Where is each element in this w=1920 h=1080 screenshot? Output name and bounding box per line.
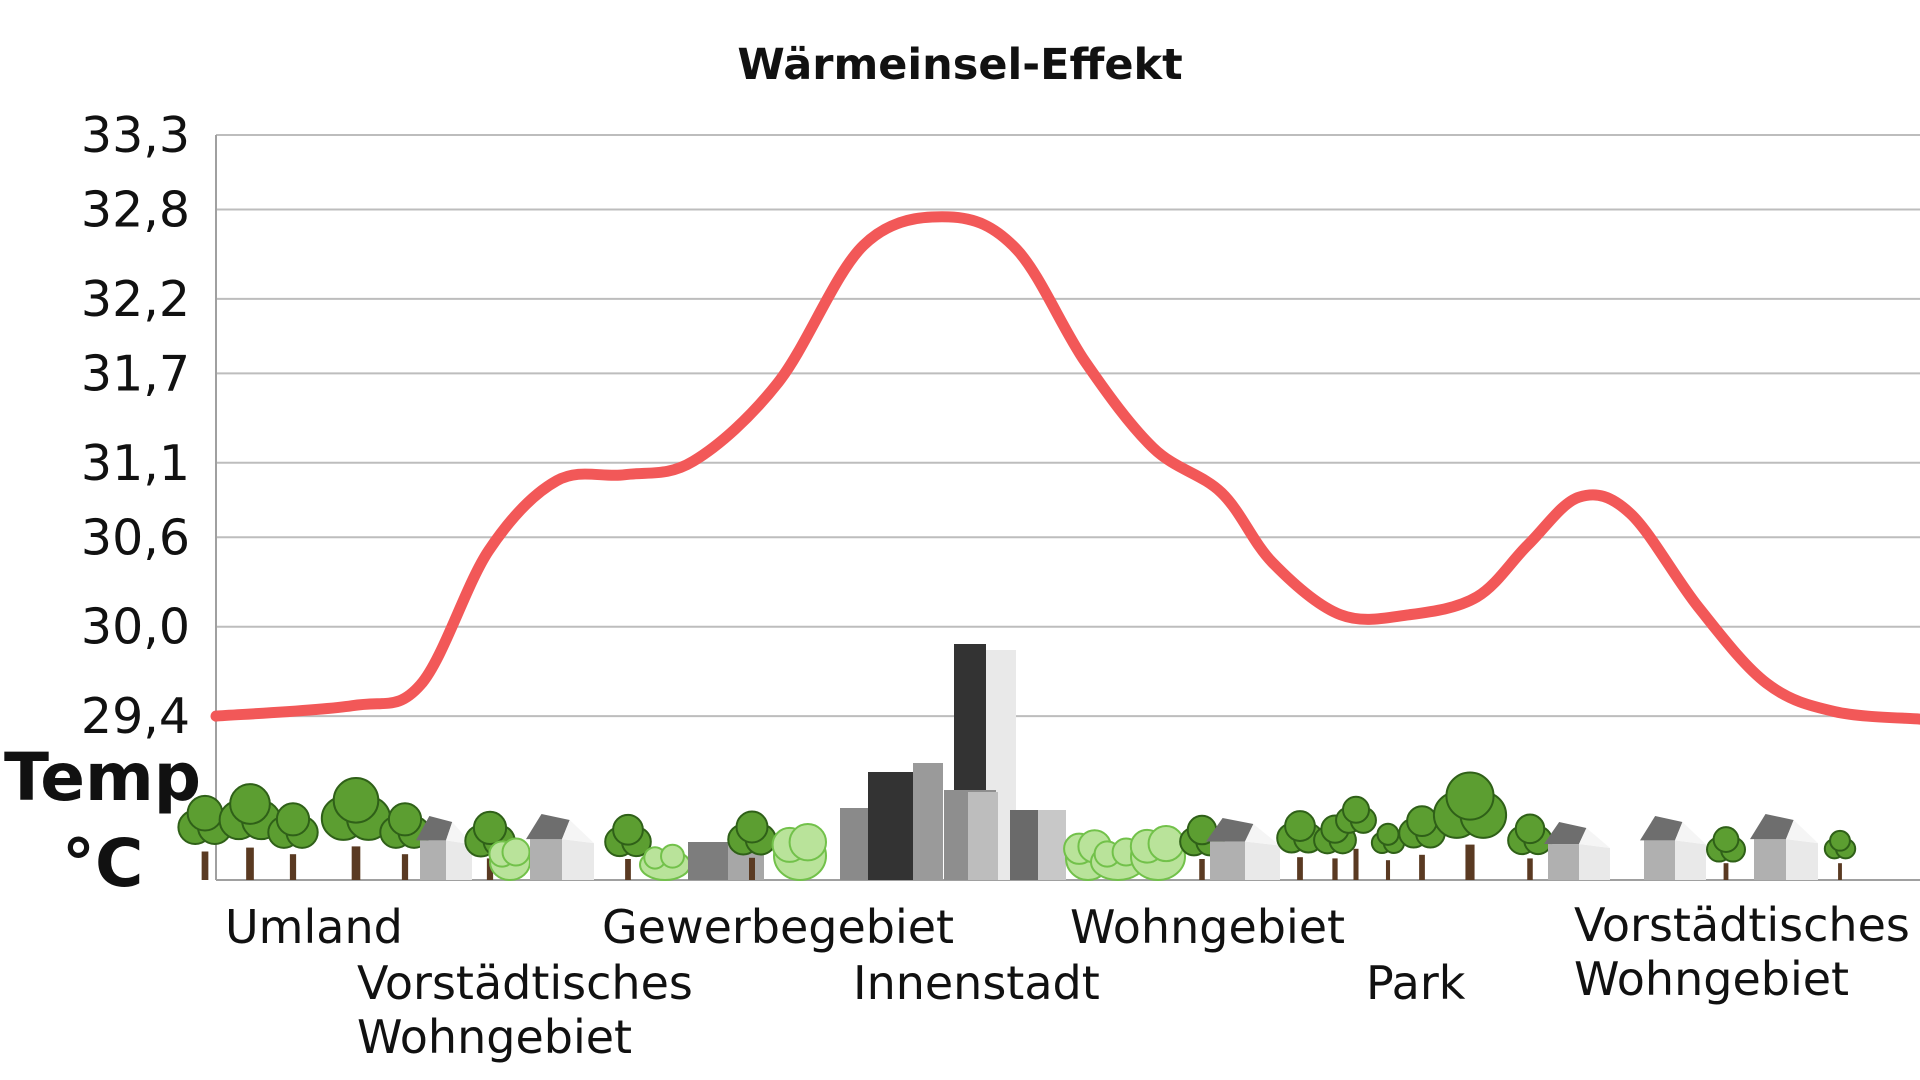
bush-icon bbox=[1129, 825, 1186, 881]
x-category-labels: UmlandVorstädtischesWohngebietGewerbegeb… bbox=[225, 898, 1910, 1064]
x-category-label: Vorstädtisches bbox=[1574, 898, 1910, 952]
tree-icon bbox=[1335, 795, 1377, 880]
y-axis-label-unit: °C bbox=[62, 825, 143, 902]
building-icon bbox=[1038, 810, 1066, 880]
tree-icon bbox=[1507, 813, 1553, 880]
x-category-label: Wohngebiet bbox=[357, 1010, 632, 1064]
house-icon bbox=[1640, 816, 1706, 880]
y-axis-label-temp: Temp bbox=[4, 739, 201, 816]
y-tick-label: 31,7 bbox=[81, 345, 190, 402]
house-icon bbox=[1544, 822, 1610, 880]
y-tick-label: 29,4 bbox=[81, 688, 190, 745]
house-icon bbox=[526, 814, 594, 880]
x-category-label: Innenstadt bbox=[853, 956, 1100, 1010]
tree-icon bbox=[218, 783, 282, 880]
tree-icon bbox=[1823, 829, 1857, 880]
x-category-label: Park bbox=[1366, 956, 1466, 1010]
tree-icon bbox=[604, 813, 652, 880]
tree-icon bbox=[1432, 771, 1508, 880]
building-icon bbox=[913, 763, 943, 880]
bush-icon bbox=[639, 843, 691, 882]
y-tick-label: 33,3 bbox=[81, 107, 190, 164]
x-category-label: Wohngebiet bbox=[1070, 900, 1345, 954]
building-icon bbox=[840, 808, 870, 880]
y-tick-labels: 29,4 30,0 30,6 31,1 31,7 32,2 32,8 33,3 bbox=[81, 107, 190, 745]
y-tick-label: 30,0 bbox=[81, 599, 190, 656]
tree-icon bbox=[267, 802, 319, 880]
house-icon bbox=[1750, 814, 1818, 880]
tree-icon bbox=[1706, 826, 1746, 880]
building-icon bbox=[1010, 810, 1038, 880]
landscape-illustration bbox=[177, 644, 1857, 882]
building-icon bbox=[868, 772, 916, 880]
y-tick-label: 32,8 bbox=[81, 182, 190, 239]
y-tick-label: 31,1 bbox=[81, 435, 190, 492]
bush-icon bbox=[771, 822, 828, 882]
x-category-label: Umland bbox=[225, 900, 403, 954]
x-category-label: Gewerbegebiet bbox=[602, 900, 954, 954]
chart-title: Wärmeinsel-Effekt bbox=[737, 40, 1182, 90]
x-category-label: Vorstädtisches bbox=[357, 956, 693, 1010]
bush-icon bbox=[488, 837, 531, 881]
y-tick-label: 30,6 bbox=[81, 509, 190, 566]
house-icon bbox=[1206, 818, 1280, 880]
y-tick-label: 32,2 bbox=[81, 271, 190, 328]
building-icon bbox=[968, 792, 998, 880]
x-category-label: Wohngebiet bbox=[1574, 952, 1849, 1006]
tree-icon bbox=[320, 777, 392, 880]
tree-icon bbox=[1276, 810, 1324, 880]
temperature-series-line bbox=[210, 211, 1920, 725]
tree-icon bbox=[727, 810, 777, 880]
